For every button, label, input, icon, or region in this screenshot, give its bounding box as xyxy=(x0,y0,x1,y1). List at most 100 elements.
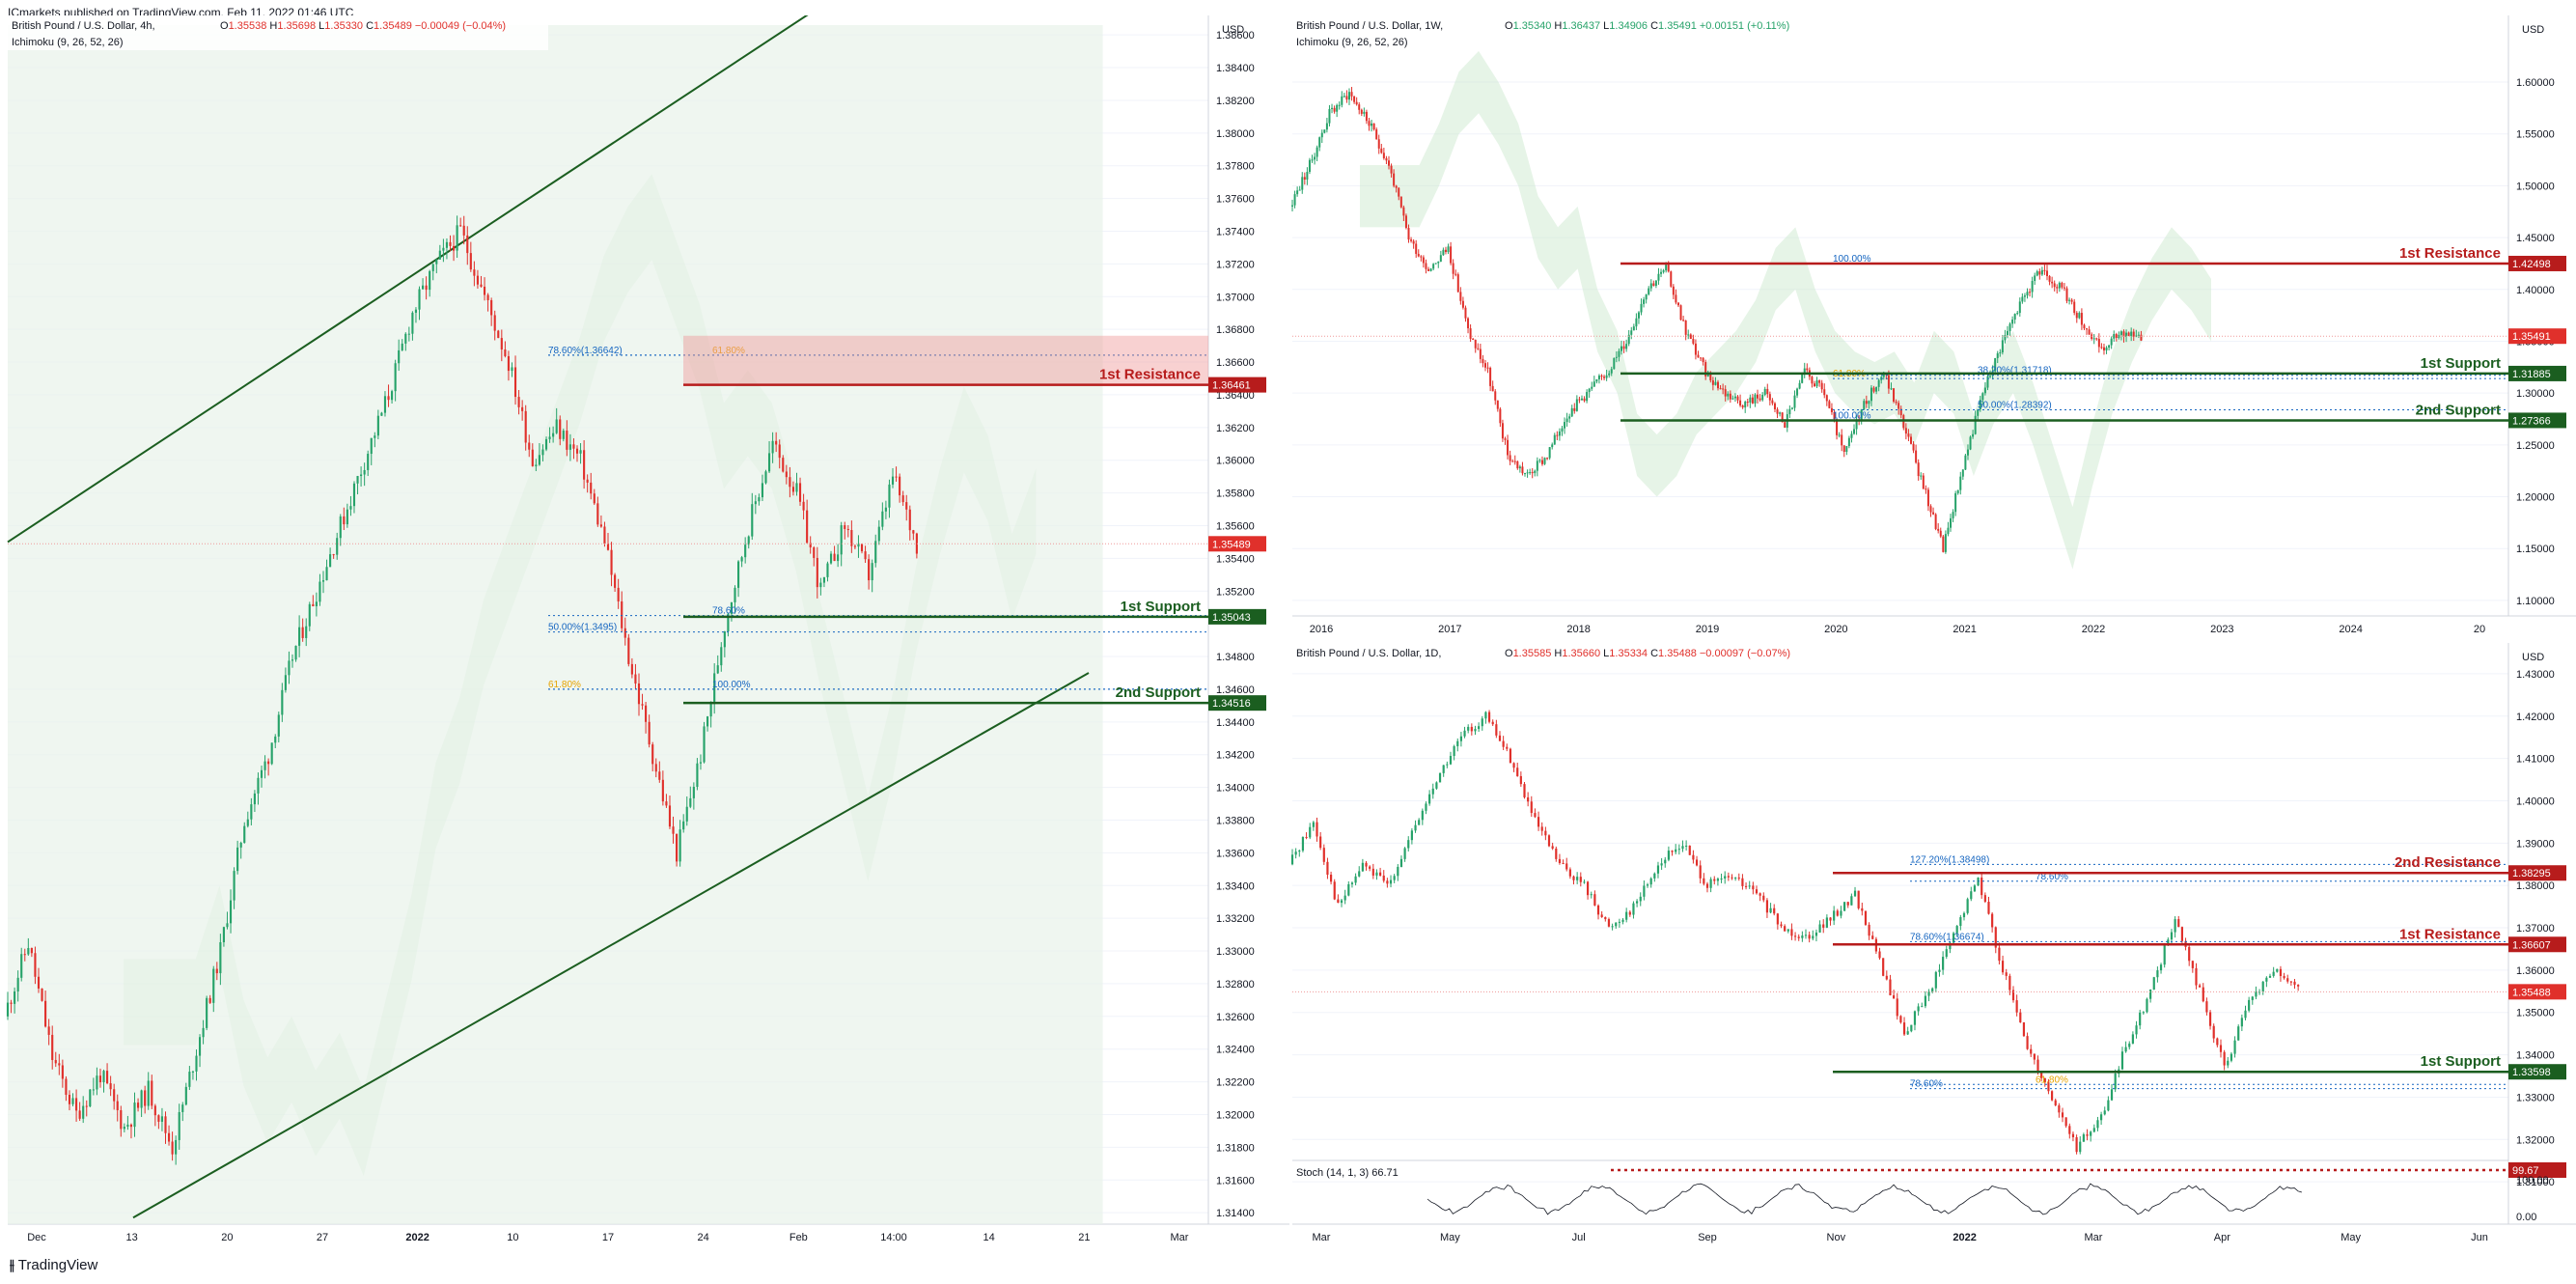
candle-body xyxy=(905,502,908,510)
y-tick-label: 1.33400 xyxy=(1216,880,1255,892)
candle-body xyxy=(1336,104,1339,112)
candle-body xyxy=(1645,293,1648,300)
candle-body xyxy=(1379,872,1382,876)
candle-body xyxy=(1896,998,1898,1017)
candle-body xyxy=(1298,189,1301,191)
candle-body xyxy=(1924,995,1926,1007)
candle-body xyxy=(82,1105,85,1119)
candle-body xyxy=(884,507,887,512)
candle-body xyxy=(1803,368,1806,375)
candle-body xyxy=(2110,1089,2114,1101)
candle-body xyxy=(308,603,311,627)
y-tick-label: 1.38000 xyxy=(2516,880,2555,892)
candle-body xyxy=(1489,368,1492,386)
ohlc-value: L xyxy=(1600,20,1609,32)
candle-body xyxy=(819,582,822,588)
candle-body xyxy=(167,1132,171,1142)
candle-body xyxy=(1895,402,1897,404)
candle-body xyxy=(202,1027,205,1038)
candle-body xyxy=(226,923,229,928)
candle-body xyxy=(1766,388,1769,395)
candle-body xyxy=(1942,536,1945,552)
candle-body xyxy=(538,455,540,465)
candle-body xyxy=(1994,927,1997,948)
candle-body xyxy=(51,1034,54,1060)
candle-body xyxy=(1375,872,1378,876)
candle-body xyxy=(473,269,476,276)
candle-body xyxy=(2135,1025,2138,1035)
y-tick-label: 1.55000 xyxy=(2516,129,2555,141)
candle-body xyxy=(2086,1134,2089,1136)
candle-body xyxy=(1290,854,1294,865)
candle-body xyxy=(1372,123,1375,130)
y-tick-label: 1.10000 xyxy=(2516,596,2555,607)
candle-body xyxy=(767,453,771,472)
candle-body xyxy=(1511,461,1514,462)
candle-body xyxy=(1558,858,1562,863)
y-tick-label: 1.36600 xyxy=(1216,357,1255,369)
candle-body xyxy=(1635,318,1638,327)
ohlc-readout: O1.35585 H1.35660 L1.35334 C1.35488 −0.0… xyxy=(1505,648,1790,659)
candle-body xyxy=(1540,826,1543,831)
candle-body xyxy=(2078,313,2081,319)
candle-body xyxy=(277,714,280,737)
candle-body xyxy=(877,526,880,542)
candle-body xyxy=(2297,985,2300,987)
candle-body xyxy=(2011,319,2014,324)
candle-body xyxy=(1293,194,1296,206)
channel-fill xyxy=(8,25,1103,1224)
candle-body xyxy=(2276,968,2279,972)
y-tick-label: 1.33200 xyxy=(1216,913,1255,925)
candle-body xyxy=(860,544,864,552)
candle-body xyxy=(346,509,348,525)
candle-body xyxy=(1531,472,1534,474)
ohlc-value: 1.35585 xyxy=(1513,648,1552,659)
candle-body xyxy=(1959,917,1962,927)
candle-body xyxy=(329,554,332,568)
candle-body xyxy=(2033,1053,2036,1060)
candle-body xyxy=(1689,334,1692,340)
tradingview-brand[interactable]: ⫲ TradingView xyxy=(10,1257,97,1273)
chart-gbpusd-4h[interactable]: 1.31400 1.31600 1.31800 1.32000 1.32200 1.324… xyxy=(0,15,1289,1251)
candle-body xyxy=(2070,299,2073,302)
y-tick-label: 1.34800 xyxy=(1216,652,1255,663)
candle-body xyxy=(1529,472,1532,474)
candle-body xyxy=(791,487,794,492)
candle-body xyxy=(1700,357,1703,359)
candle-body xyxy=(2021,296,2024,302)
candle-body xyxy=(1449,756,1453,765)
y-tick-label: 1.37000 xyxy=(2516,923,2555,935)
candle-body xyxy=(771,440,774,454)
candle-body xyxy=(1714,381,1717,385)
candle-body xyxy=(1657,273,1660,281)
candle-body xyxy=(1801,374,1804,383)
level-label: 1st Support xyxy=(2421,1053,2501,1070)
candle-body xyxy=(2079,1141,2082,1153)
candle-body xyxy=(2095,338,2098,340)
candle-body xyxy=(1565,863,1568,870)
candle-body xyxy=(1461,300,1464,308)
candle-body xyxy=(435,259,438,265)
candle-body xyxy=(1568,869,1571,877)
candle-body xyxy=(1323,129,1326,133)
chart-gbpusd-weekly[interactable]: 1.100001.150001.200001.250001.300001.350… xyxy=(1289,15,2576,643)
candle-body xyxy=(1572,876,1575,880)
candle-body xyxy=(1534,470,1537,474)
candle-body xyxy=(1724,389,1727,397)
candle-body xyxy=(1665,265,1668,271)
candle-body xyxy=(140,1090,143,1108)
candle-body xyxy=(2036,271,2038,276)
candle-body xyxy=(1444,249,1447,253)
candle-body xyxy=(1768,394,1771,401)
ohlc-value: 1.35698 xyxy=(277,20,316,32)
candle-body xyxy=(1618,350,1620,357)
candle-body xyxy=(2092,1128,2095,1132)
candle-body xyxy=(1694,343,1697,355)
candle-body xyxy=(1925,488,1927,490)
candle-body xyxy=(1829,917,1832,921)
candle-body xyxy=(1692,854,1695,860)
candle-body xyxy=(1769,907,1772,913)
candle-body xyxy=(332,554,335,556)
candle-body xyxy=(846,528,849,531)
chart-gbpusd-daily[interactable]: 1.31000 1.32000 1.33000 1.34000 1.35000 1.360… xyxy=(1289,643,2576,1251)
